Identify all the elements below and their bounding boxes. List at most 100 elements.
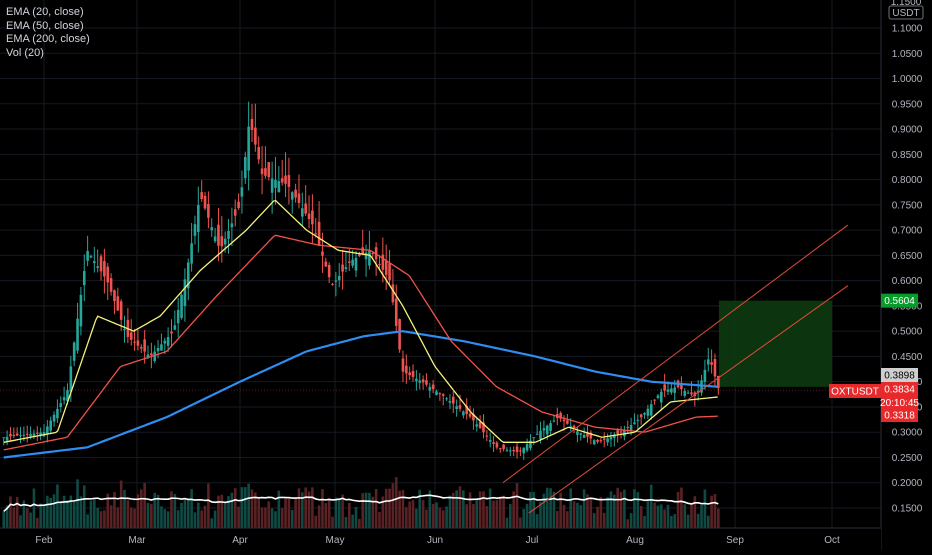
candle-body <box>277 181 281 193</box>
legend-ema200[interactable]: EMA (200, close) <box>6 33 90 45</box>
volume-bar <box>106 493 110 528</box>
volume-bar <box>351 514 354 528</box>
candle <box>378 255 381 271</box>
volume-bar <box>562 504 566 528</box>
candle-body <box>274 179 277 188</box>
candle <box>371 252 375 258</box>
volume-bar <box>15 497 19 528</box>
volume-bar <box>56 484 59 528</box>
candle <box>180 293 183 320</box>
candle <box>183 268 187 322</box>
candle-body <box>485 435 489 437</box>
volume-bar <box>676 492 680 528</box>
candle-body <box>35 432 39 434</box>
volume-bar <box>180 502 183 528</box>
volume-bar <box>498 496 502 528</box>
candle <box>96 249 99 273</box>
candle <box>243 151 247 185</box>
candle-body <box>267 162 271 178</box>
candle-body <box>260 168 264 175</box>
volume-bar <box>170 491 173 528</box>
candle <box>217 207 220 262</box>
volume-bar <box>515 483 519 528</box>
volume-bar <box>301 492 304 528</box>
volume-bar <box>66 500 69 528</box>
candle <box>592 439 596 446</box>
candle-body <box>488 440 492 442</box>
volume-bar <box>217 495 220 528</box>
candle-body <box>398 319 401 350</box>
candle-body <box>451 396 455 404</box>
volume-bar <box>566 511 569 528</box>
price-axis-top-label: 1.1500 <box>891 0 922 8</box>
candle <box>203 191 207 211</box>
volume-bar <box>411 499 415 528</box>
candle-body <box>230 223 234 228</box>
volume-bar <box>559 492 562 528</box>
candle-body <box>512 450 515 452</box>
volume-bar <box>197 502 200 528</box>
candle-body <box>62 397 66 401</box>
candle-body <box>5 436 9 441</box>
time-tick-label: Jul <box>526 535 539 546</box>
candle-body <box>666 389 670 392</box>
volume-bar <box>119 480 123 528</box>
volume-bar <box>448 495 452 528</box>
candle <box>56 399 59 423</box>
candle-body <box>89 256 93 258</box>
candle <box>260 146 264 195</box>
candle <box>582 427 586 438</box>
target-zone <box>718 300 832 387</box>
candle-body <box>686 392 690 394</box>
candle-body <box>301 208 304 217</box>
candle-body <box>139 347 143 349</box>
legend-ema50[interactable]: EMA (50, close) <box>6 19 84 32</box>
volume-bar <box>240 487 244 528</box>
price-axis-bg <box>881 0 932 528</box>
candle <box>59 396 63 413</box>
legend-volume[interactable]: Vol (20) <box>6 46 44 59</box>
candle-body <box>576 431 579 435</box>
candle-body <box>438 393 442 395</box>
candle-body <box>240 187 244 197</box>
candle-body <box>220 236 224 247</box>
candle-body <box>311 210 314 225</box>
volume-bar <box>69 495 73 528</box>
candle-body <box>327 264 331 278</box>
ema200-price-tag: 0.3898 <box>881 368 918 382</box>
candle <box>321 232 324 273</box>
volume-bar <box>344 517 348 528</box>
volume-bar <box>25 508 29 528</box>
candle-body <box>680 384 683 390</box>
volume-bar <box>270 508 274 528</box>
volume-bar <box>358 518 361 528</box>
candle-body <box>9 433 12 437</box>
candle <box>522 447 526 460</box>
candle <box>46 420 49 443</box>
volume-bar <box>663 509 666 528</box>
volume-bar <box>683 504 687 528</box>
volume-bar <box>5 505 9 528</box>
candle <box>139 344 143 353</box>
volume-bar <box>327 498 331 528</box>
volume-bar <box>82 485 86 528</box>
candle <box>220 216 224 263</box>
volume-bar <box>586 494 589 528</box>
legend-ema20[interactable]: EMA (20, close) <box>6 6 84 18</box>
candle-body <box>129 332 133 340</box>
countdown-text: 20:10:45 <box>880 398 919 409</box>
candle <box>653 399 656 405</box>
candle <box>227 219 230 254</box>
candle <box>176 298 180 338</box>
candle-body <box>465 405 469 415</box>
volume-bar <box>247 483 250 528</box>
volume-bar <box>254 492 257 528</box>
price-tick-label: 0.6000 <box>892 276 923 287</box>
candle <box>146 345 150 359</box>
symbol-tag-text: OXTUSDT <box>831 387 879 398</box>
candle-body <box>391 284 395 303</box>
price-tick-label: 0.4500 <box>892 352 923 363</box>
volume-bar <box>623 489 626 528</box>
